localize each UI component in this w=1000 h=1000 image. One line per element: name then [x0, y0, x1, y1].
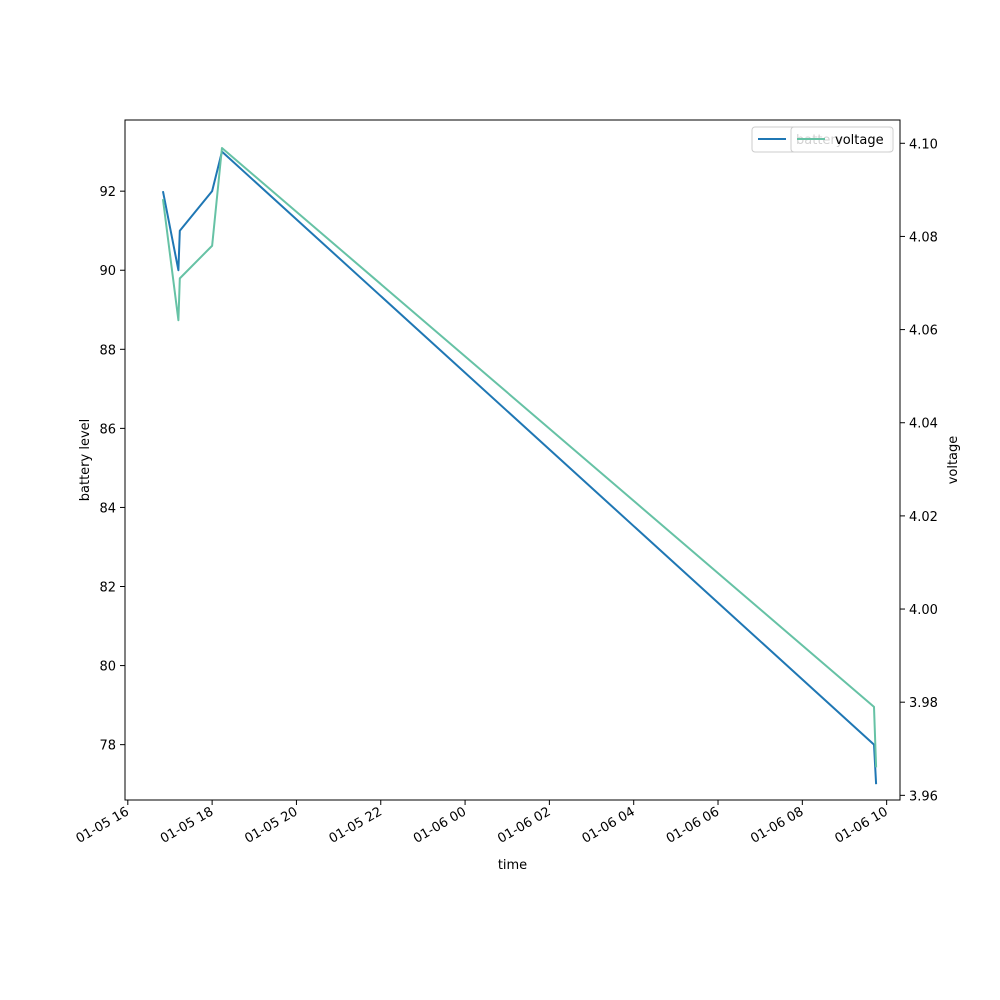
plot-frame — [124, 119, 901, 801]
y-left-tick-label: 92 — [99, 185, 116, 200]
y-right-tick-label: 4.10 — [909, 137, 938, 152]
y-axis-left-title: battery level — [78, 419, 93, 502]
legend-voltage: voltage — [790, 126, 894, 153]
y-right-tick-label: 4.08 — [909, 230, 938, 245]
y-left-tick-label: 80 — [99, 660, 116, 675]
y-axis-right: 3.96 3.98 4.00 4.02 4.04 4.06 4.08 4.10 — [900, 137, 938, 804]
y-left-tick-label: 78 — [99, 739, 116, 754]
y-axis-left: 78 80 82 84 86 88 90 92 — [99, 185, 125, 754]
legend-label: voltage — [835, 133, 884, 148]
y-axis-right-title: voltage — [946, 436, 961, 485]
series-line-battery — [161, 150, 878, 785]
y-right-tick-label: 3.98 — [909, 696, 938, 711]
x-axis-title: time — [498, 858, 527, 873]
y-left-tick-label: 82 — [99, 581, 116, 596]
y-left-tick-label: 86 — [99, 422, 116, 437]
legend-box — [790, 126, 894, 153]
series-line-voltage — [161, 146, 878, 768]
legends: batteryvoltage — [751, 126, 894, 153]
y-right-tick-label: 3.96 — [909, 789, 938, 804]
y-right-tick-label: 4.06 — [909, 324, 938, 339]
y-right-tick-label: 4.02 — [909, 510, 938, 525]
y-right-tick-label: 4.04 — [909, 417, 938, 432]
y-left-tick-label: 88 — [99, 343, 116, 358]
plot-area — [161, 146, 878, 785]
y-right-tick-label: 4.00 — [909, 603, 938, 618]
y-left-tick-label: 90 — [99, 264, 116, 279]
y-left-tick-label: 84 — [99, 501, 116, 516]
